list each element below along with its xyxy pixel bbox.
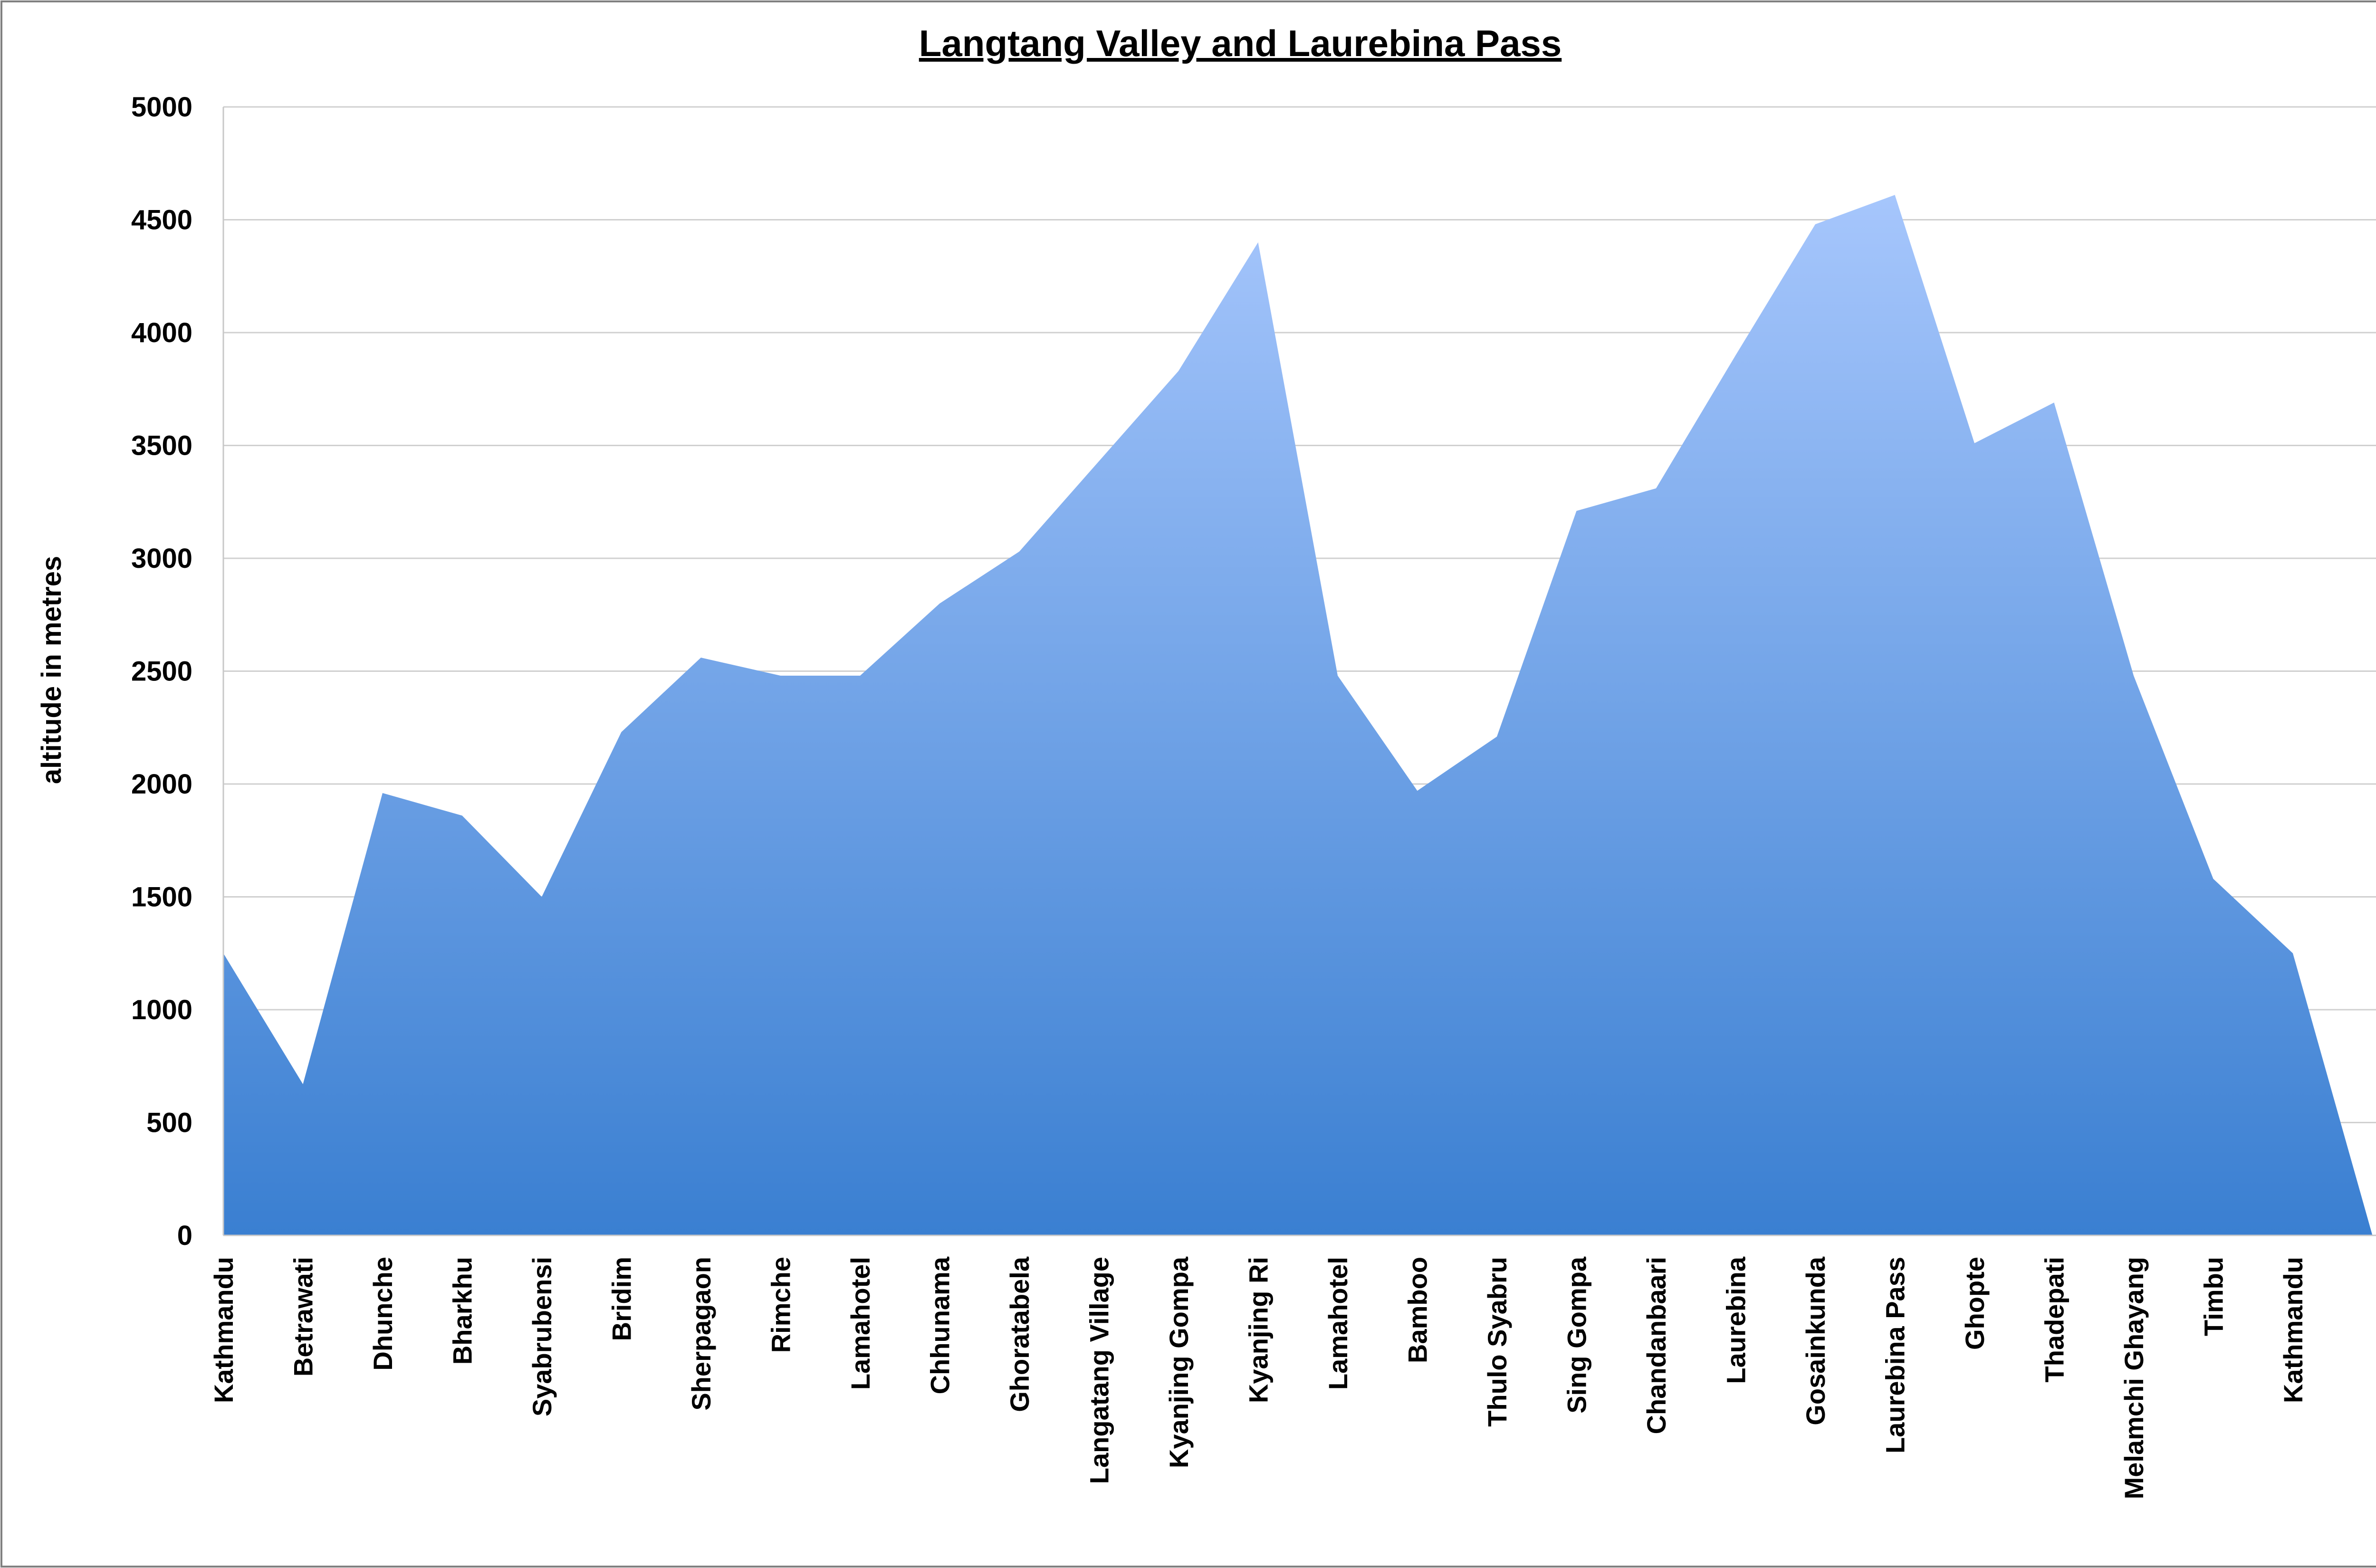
x-tick-label: Laurebina Pass [1880,1257,1910,1453]
x-tick-label: Laurebina [1721,1256,1751,1384]
data-point [859,674,862,677]
x-tick-label: Bamboo [1403,1257,1433,1363]
data-point [1416,789,1419,792]
x-tick-label: Ghoratabela [1005,1256,1035,1412]
y-tick-label: 1500 [131,882,192,913]
data-point [1734,354,1737,357]
data-point [779,674,782,677]
x-tick-labels: Kathmandu Betrawati Dhunche Bharkhu Syabrube… [209,1256,2308,1499]
data-point [1973,442,1976,445]
y-tick-label: 1000 [131,994,192,1025]
x-tick-label: Lamahotel [1323,1257,1353,1390]
x-tick-label: Betrawati [288,1257,318,1377]
x-tick-label: Kyanjing Ri [1244,1257,1274,1403]
y-tick-label: 2000 [131,769,192,800]
data-point [1257,241,1260,244]
y-tick-label: 4500 [131,205,192,236]
x-tick-label: Chandanbaari [1641,1257,1671,1434]
data-point [1495,735,1498,738]
y-tick-labels: 0 500 1000 1500 2000 2500 3000 3500 4000 4500 5000 [131,92,192,1251]
data-point [302,1083,305,1086]
data-point [1814,223,1817,226]
x-tick-label: Sing Gompa [1562,1256,1592,1414]
data-point [939,602,941,605]
data-point [2053,401,2056,404]
data-point [1177,370,1180,373]
y-tick-label: 4000 [131,317,192,348]
data-point [1336,674,1339,677]
x-tick-label: Thadepati [2040,1257,2069,1382]
x-tick-label: Langatang Village [1084,1257,1114,1484]
y-axis-label: altitude in metres [36,556,67,784]
data-point [2212,878,2215,880]
x-tick-label: Kathmandu [2278,1257,2308,1403]
x-tick-label: Bharkhu [448,1257,478,1365]
y-tick-label: 3000 [131,543,192,574]
data-point [1894,193,1897,196]
x-tick-label: Kathmandu [209,1257,239,1403]
y-tick-label: 0 [177,1220,192,1251]
x-tick-label: Kyanjing Gompa [1164,1256,1194,1468]
data-point [540,896,543,899]
altitude-area-series [223,195,2373,1235]
plot-area [223,193,2373,1235]
data-point [461,814,464,817]
x-tick-label: Sherpagaon [686,1257,716,1411]
data-point [620,731,623,734]
chart-title: Langtang Valley and Laurebina Pass [919,22,1562,64]
x-tick-label: Dhunche [368,1257,398,1371]
x-tick-label: Gosainkunda [1801,1256,1830,1425]
data-point [1655,487,1657,490]
y-tick-label: 3500 [131,430,192,461]
data-point [2132,674,2135,677]
y-tick-label: 500 [146,1108,192,1138]
data-point [699,656,702,659]
x-tick-label: Rimche [766,1257,796,1353]
x-tick-label: Ghopte [1960,1257,1990,1350]
x-tick-label: Melamchi Ghayang [2119,1257,2149,1499]
x-tick-label: Timbu [2199,1257,2229,1336]
x-tick-label: Thulo Syabru [1482,1257,1512,1427]
data-point [1018,550,1021,553]
y-tick-label: 5000 [131,92,192,123]
data-point [1575,509,1578,512]
data-point [2291,952,2294,955]
data-point [381,792,384,794]
axes [222,107,2376,1236]
x-tick-label: Chhunama [925,1256,955,1394]
x-tick-label: Bridim [607,1257,637,1341]
data-point [1098,460,1101,463]
x-tick-label: Syabrubensi [527,1257,557,1416]
y-tick-label: 2500 [131,656,192,687]
x-tick-label: Lamahotel [845,1257,875,1390]
